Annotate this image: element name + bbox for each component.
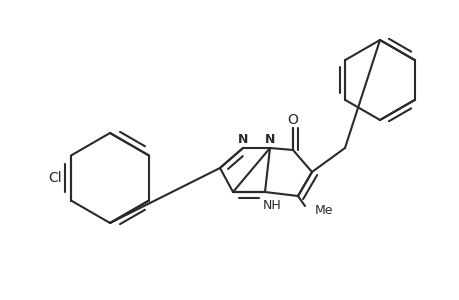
Text: Me: Me bbox=[314, 203, 333, 217]
Text: NH: NH bbox=[262, 199, 281, 212]
Text: N: N bbox=[237, 133, 248, 146]
Text: Cl: Cl bbox=[48, 171, 62, 185]
Text: N: N bbox=[264, 133, 274, 146]
Text: O: O bbox=[287, 113, 298, 127]
